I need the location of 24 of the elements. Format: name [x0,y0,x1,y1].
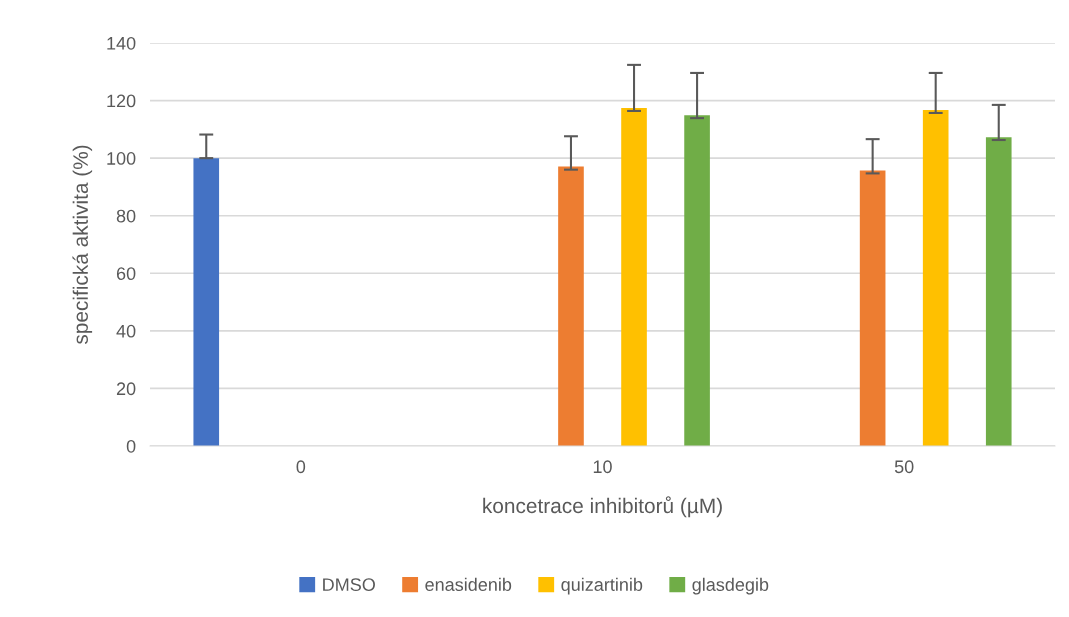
x-axis-title: koncetrace inhibitorů (µM) [483,496,722,518]
y-tick-label: 100 [107,152,136,165]
bar [684,115,710,446]
bar [859,170,886,446]
y-tick-label: 0 [126,439,136,453]
y-tick-label: 140 [107,36,136,50]
bar [558,166,584,446]
y-tick-label: 120 [107,94,136,108]
bar [621,108,647,446]
y-tick-label: 60 [116,267,136,281]
x-tick-label: 50 [894,460,914,474]
x-tick-label: 0 [296,460,306,474]
y-tick-label: 20 [116,382,136,396]
legend-label: DMSO [323,578,375,592]
legend-label: glasdegib [692,577,769,595]
y-tick-label: 40 [116,324,136,338]
legend-label: quizartinib [561,577,643,595]
x-tick-label: 10 [593,460,612,474]
y-tick-label: 80 [116,209,136,223]
legend-label: enasidenib [425,577,512,592]
bar [193,158,220,446]
y-axis-title: specifická aktivita (%) [72,145,93,345]
bar [922,110,949,446]
bar [985,137,1012,446]
